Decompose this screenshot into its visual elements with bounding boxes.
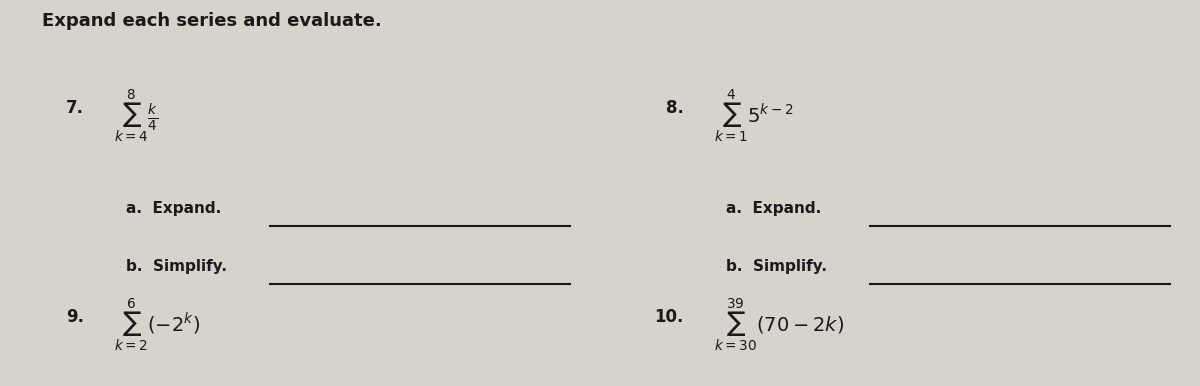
Text: b.  Simplify.: b. Simplify. <box>726 259 827 274</box>
Text: b.  Simplify.: b. Simplify. <box>126 259 227 274</box>
Text: $\sum_{k=30}^{39} (70-2k)$: $\sum_{k=30}^{39} (70-2k)$ <box>714 296 844 353</box>
Text: $\sum_{k=2}^{6} (-2^{k})$: $\sum_{k=2}^{6} (-2^{k})$ <box>114 296 200 353</box>
Text: Expand each series and evaluate.: Expand each series and evaluate. <box>42 12 382 30</box>
Text: 8.: 8. <box>666 99 684 117</box>
Text: 7.: 7. <box>66 99 84 117</box>
Text: a.  Expand.: a. Expand. <box>126 201 221 216</box>
Text: $\sum_{k=1}^{4} 5^{k-2}$: $\sum_{k=1}^{4} 5^{k-2}$ <box>714 87 794 144</box>
Text: 10.: 10. <box>654 308 683 325</box>
Text: $\sum_{k=4}^{8} \frac{k}{4}$: $\sum_{k=4}^{8} \frac{k}{4}$ <box>114 87 158 144</box>
Text: 9.: 9. <box>66 308 84 325</box>
Text: a.  Expand.: a. Expand. <box>726 201 821 216</box>
